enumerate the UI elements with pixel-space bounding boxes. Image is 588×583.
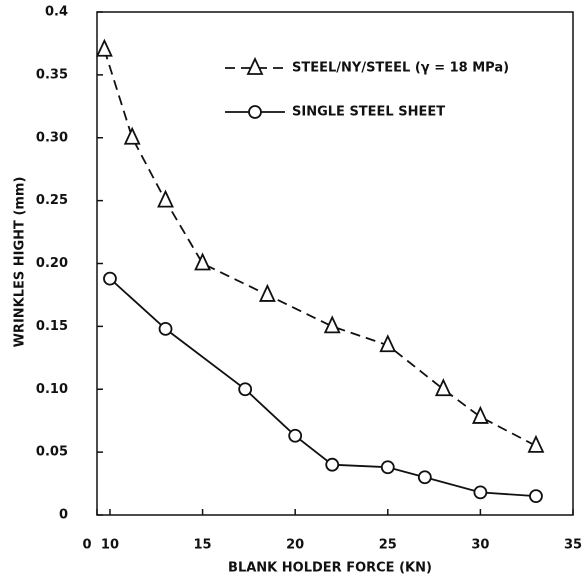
data-point [95, 38, 113, 57]
x-tick-label: 0 [82, 538, 91, 553]
data-point [471, 405, 489, 424]
data-point [288, 428, 303, 443]
y-axis-title: WRINKLES HIGHT (mm) [13, 177, 28, 348]
data-point [417, 470, 432, 485]
y-tick-label: 0.05 [36, 445, 68, 460]
data-point [323, 315, 341, 334]
x-axis-title: BLANK HOLDER FORCE (KN) [228, 561, 432, 576]
data-point [258, 283, 276, 302]
data-point [158, 321, 173, 336]
x-tick-label: 10 [101, 538, 119, 553]
y-tick-label: 0.4 [45, 5, 68, 20]
y-tick-label: 0.20 [36, 256, 68, 271]
data-point [529, 489, 543, 504]
data-point [123, 126, 141, 145]
x-tick-label: 35 [564, 538, 582, 553]
x-tick-label: 30 [471, 538, 489, 553]
data-point [103, 271, 117, 286]
y-tick-label: 0.25 [36, 193, 68, 208]
series-line [109, 277, 537, 498]
legend-marker [248, 105, 262, 119]
data-point [473, 485, 488, 500]
plot-frame [96, 11, 574, 516]
legend-label: STEEL/NY/STEEL (γ = 18 MPa) [292, 61, 509, 76]
legend-marker [246, 56, 264, 75]
y-tick-label: 0 [59, 508, 68, 523]
y-tick-label: 0.10 [36, 382, 68, 397]
y-tick-label: 0.35 [36, 67, 68, 82]
data-point [238, 382, 253, 397]
y-tick-label: 0.30 [36, 130, 68, 145]
data-point [527, 434, 545, 453]
data-point [380, 460, 395, 475]
x-tick-label: 20 [286, 538, 304, 553]
series-line [103, 49, 537, 447]
data-point [157, 189, 174, 208]
x-tick-label: 25 [379, 538, 397, 553]
legend-label: SINGLE STEEL SHEET [292, 105, 445, 120]
data-point [325, 457, 340, 472]
x-tick-label: 15 [194, 538, 212, 553]
data-point [434, 378, 452, 397]
data-point [379, 334, 397, 353]
y-tick-label: 0.15 [36, 319, 68, 334]
data-point [194, 252, 211, 271]
